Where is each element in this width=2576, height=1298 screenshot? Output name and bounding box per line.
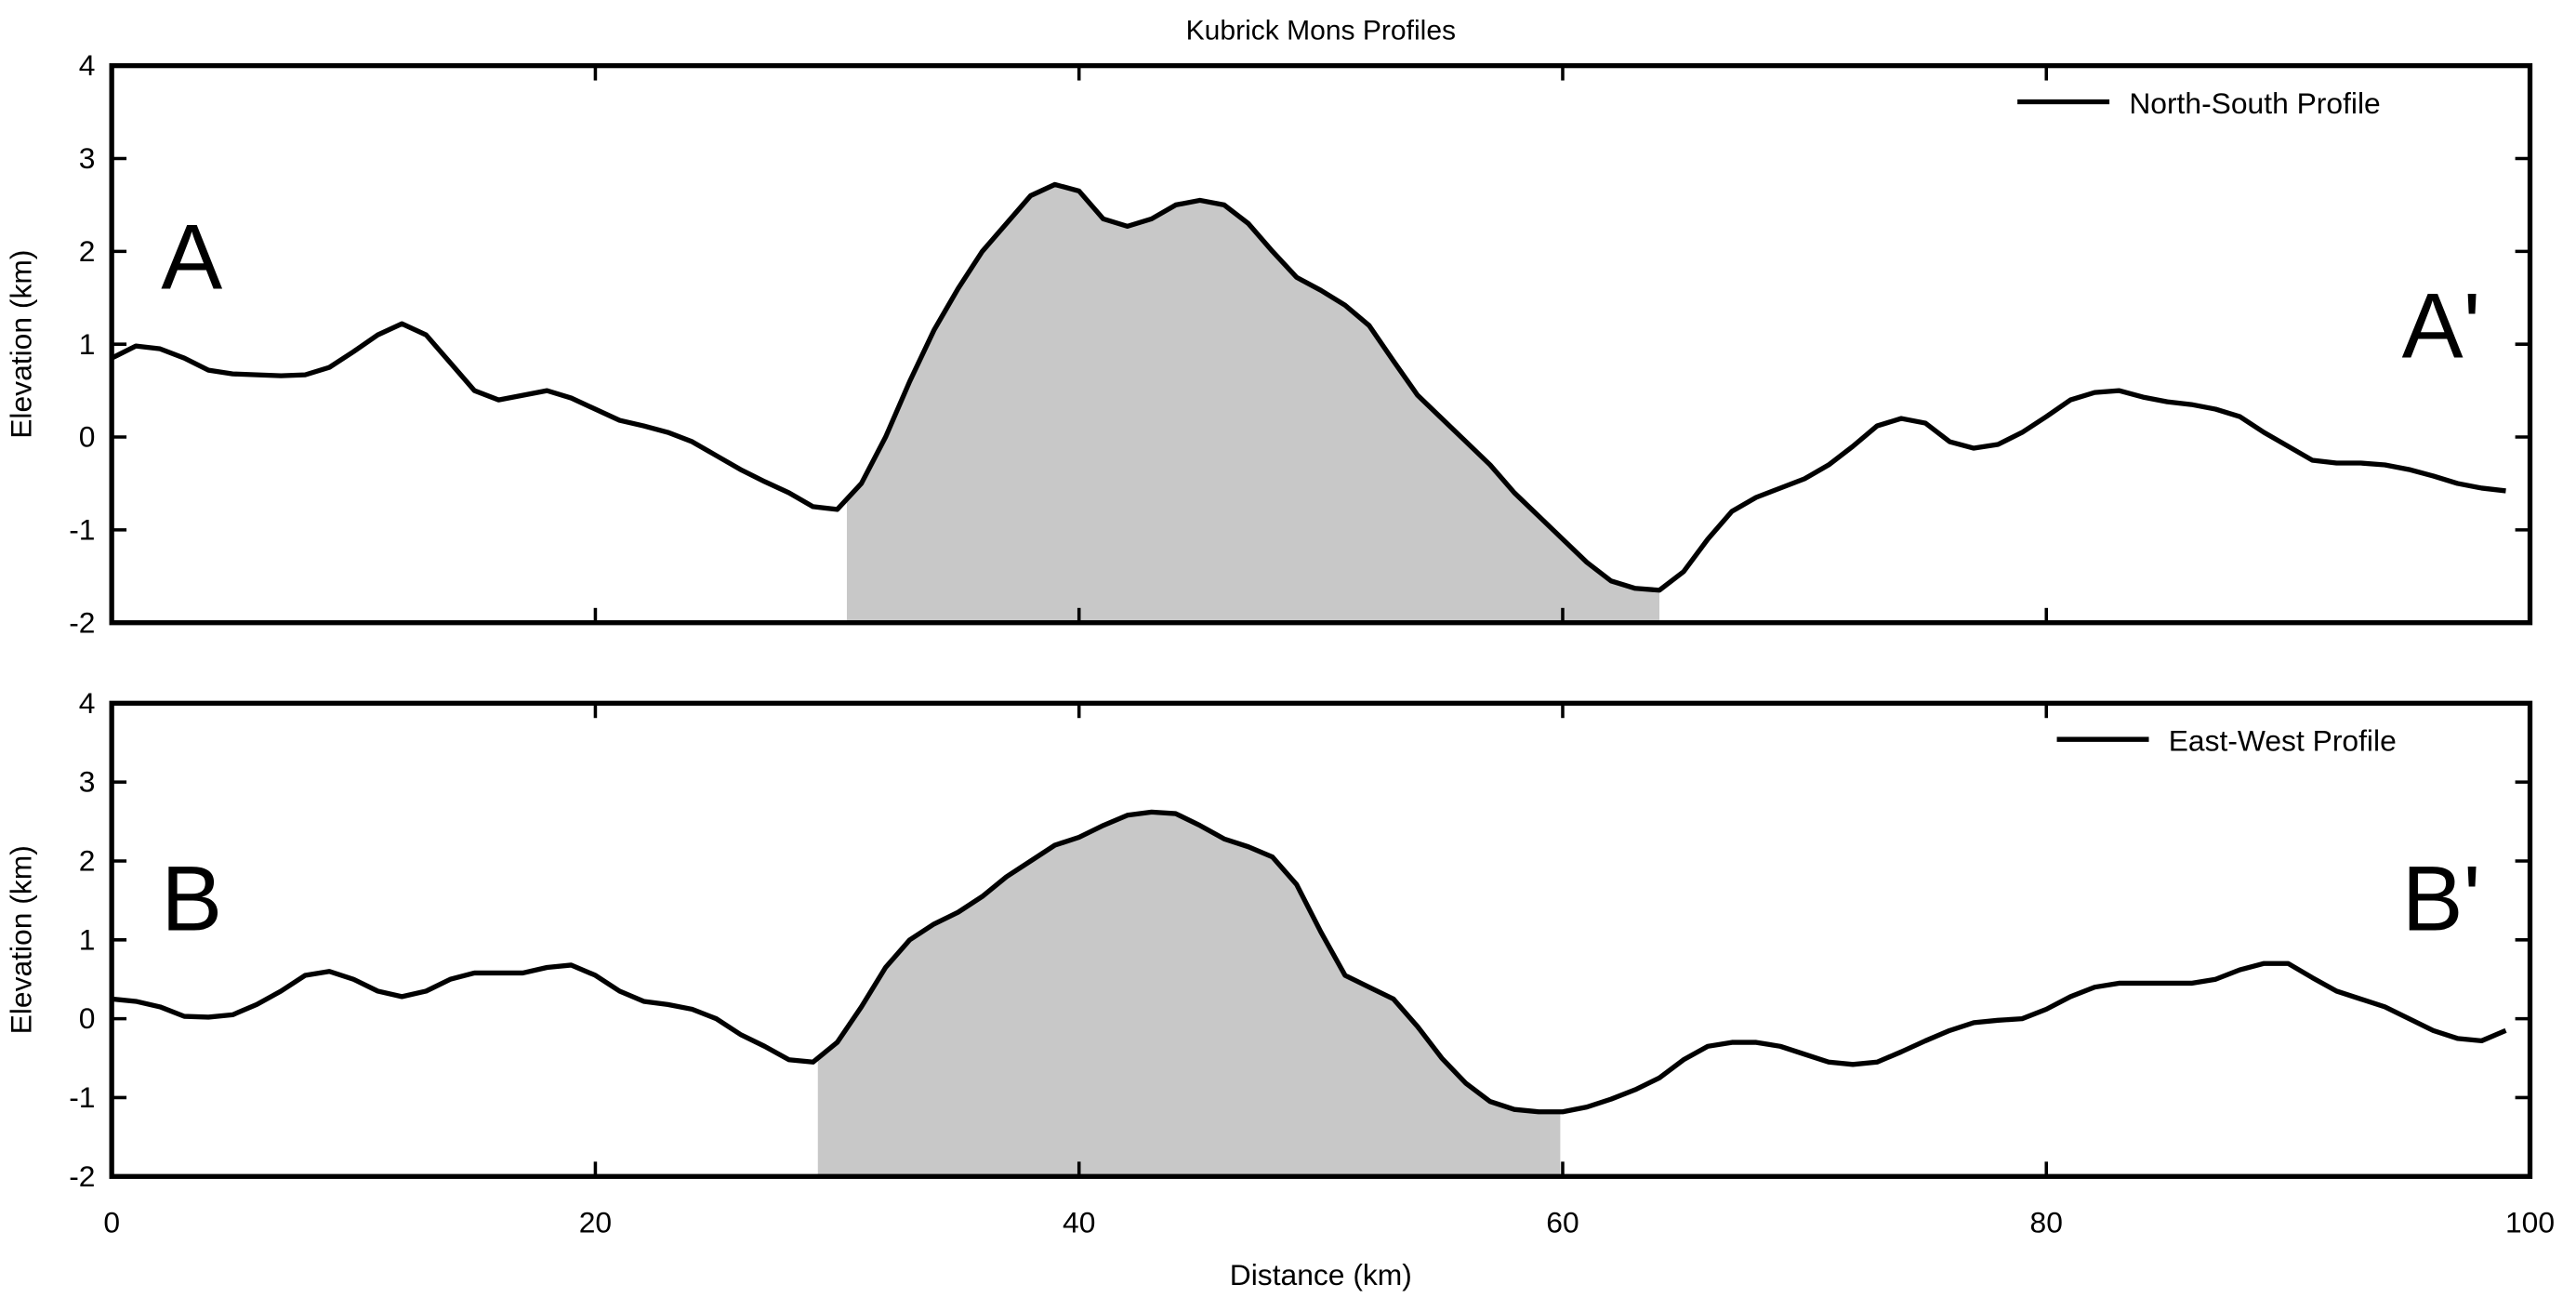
profile-end-label: A (161, 205, 222, 308)
x-axis-label: Distance (km) (1230, 1258, 1412, 1291)
x-tick-label: 80 (2030, 1205, 2063, 1238)
y-tick-label: 2 (79, 234, 96, 268)
chart-title: Kubrick Mons Profiles (1186, 15, 1456, 46)
y-tick-label: 4 (79, 48, 96, 82)
y-axis-label: Elevation (km) (5, 250, 38, 439)
y-tick-label: -1 (69, 1080, 95, 1114)
legend-label: North-South Profile (2129, 86, 2380, 120)
plot-frame (109, 700, 2533, 1179)
y-tick-label: 2 (79, 844, 96, 878)
legend-label: East-West Profile (2169, 724, 2397, 758)
x-tick-label: 100 (2505, 1205, 2555, 1238)
profile-end-label: B (161, 847, 222, 950)
x-tick-label: 40 (1063, 1205, 1095, 1238)
y-tick-label: 1 (79, 922, 96, 956)
profile-line (110, 181, 2506, 593)
x-tick-label: 60 (1546, 1205, 1579, 1238)
profile-end-label: B' (2402, 847, 2481, 950)
shaded-region (846, 184, 1660, 623)
y-tick-label: 0 (79, 1001, 96, 1035)
y-tick-label: 3 (79, 765, 96, 799)
y-tick-label: 4 (79, 686, 96, 720)
y-tick-label: 1 (79, 327, 96, 361)
y-tick-label: -2 (69, 1159, 95, 1193)
y-tick-label: 3 (79, 141, 96, 175)
x-tick-label: 20 (579, 1205, 612, 1238)
y-tick-label: 0 (79, 420, 96, 454)
profile-end-label: A' (2402, 273, 2481, 377)
x-tick-label: 0 (103, 1205, 120, 1238)
plot-frame (109, 62, 2533, 626)
y-tick-label: -2 (69, 605, 95, 639)
y-tick-label: -1 (69, 512, 95, 546)
shaded-region (817, 812, 1561, 1177)
y-axis-label: Elevation (km) (5, 845, 38, 1034)
profile-line (111, 809, 2507, 1115)
